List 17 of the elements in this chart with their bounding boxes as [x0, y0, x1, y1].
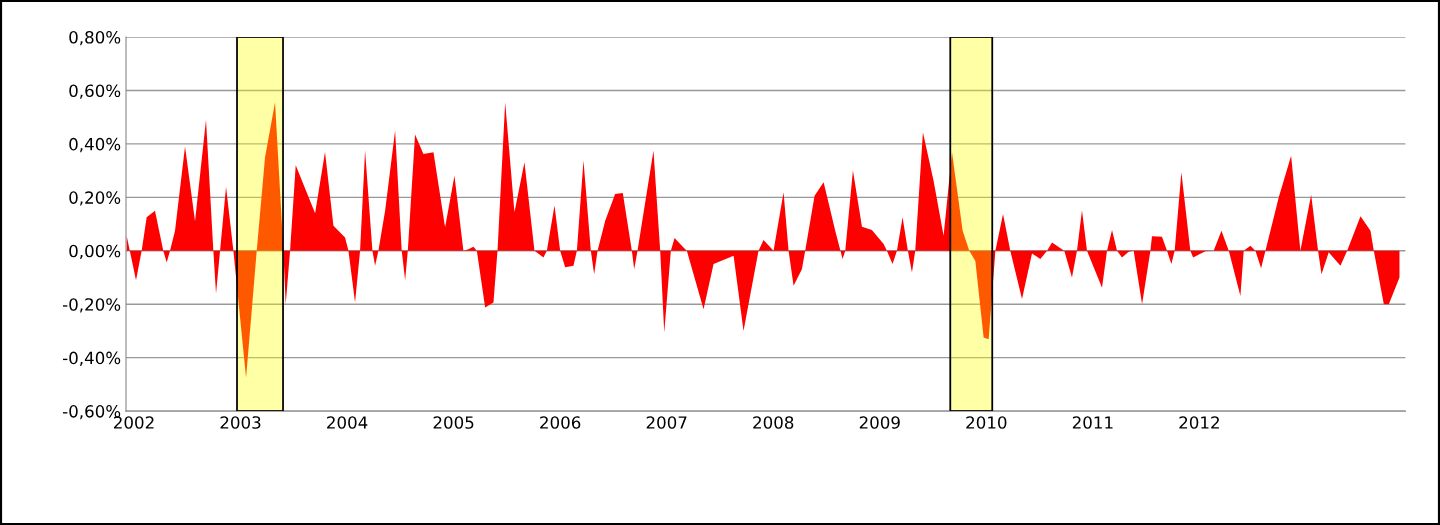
x-tick-label: 2010	[966, 416, 1007, 429]
x-tick-label: 2006	[540, 416, 581, 429]
x-tick-label: 2009	[859, 416, 900, 429]
y-tick-label: 0,40%	[69, 137, 121, 153]
y-tick-label: 0,60%	[69, 84, 121, 99]
x-tick-label: 2008	[753, 416, 794, 429]
x-tick-label: 2007	[646, 416, 687, 429]
x-tick-label: 2011	[1072, 416, 1113, 429]
y-tick-label: -0,20%	[63, 298, 121, 313]
x-tick-label: 2012	[1179, 416, 1219, 429]
x-tick-label: 2003	[220, 416, 261, 429]
y-tick-label: 0,20%	[69, 191, 121, 206]
y-tick-label: 0,80%	[69, 30, 121, 46]
x-tick-label: 2005	[433, 416, 474, 429]
x-tick-label: 2004	[327, 416, 368, 429]
y-tick-label: 0,00%	[69, 244, 121, 260]
y-tick-label: -0,40%	[63, 351, 121, 366]
